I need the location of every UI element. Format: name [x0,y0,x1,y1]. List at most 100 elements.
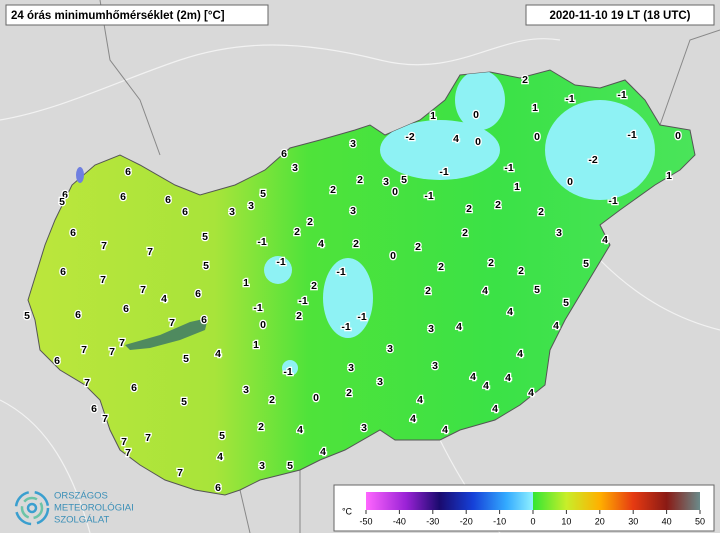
station-value: -1 [627,129,636,141]
station-value: 2 [311,280,317,292]
station-value: 3 [428,323,434,335]
station-value: 2 [269,394,275,406]
station-value: 5 [181,396,187,408]
station-value: 0 [390,250,396,262]
station-value: 4 [320,446,326,458]
station-value: 5 [203,260,209,272]
station-value: 0 [475,136,481,148]
station-value: 4 [483,380,489,392]
station-value: 5 [583,258,589,270]
station-value: 2 [353,238,359,250]
station-value: 2 [258,421,264,433]
station-value: 4 [456,321,462,333]
station-value: -1 [253,302,262,314]
station-value: 5 [202,231,208,243]
station-value: 1 [514,181,520,193]
station-value: -1 [336,266,345,278]
station-value: 3 [248,200,254,212]
station-value: 4 [505,372,511,384]
station-value: -1 [357,311,366,323]
station-value: 4 [217,451,223,463]
station-value: 6 [215,482,221,494]
logo-text: ORSZÁGOS [54,491,108,502]
station-value: 6 [182,206,188,218]
station-value: -1 [617,89,626,101]
station-value: 4 [297,424,303,436]
colorbar-tick-label: 0 [530,516,535,526]
station-value: 5 [401,174,407,186]
station-value: -1 [424,190,433,202]
station-value: -2 [588,154,597,166]
colorbar-tick-label: 50 [695,516,705,526]
colorbar-tick-label: -50 [359,516,372,526]
station-value: 4 [215,348,221,360]
station-value: 7 [119,337,125,349]
colorbar-tick-label: 10 [561,516,571,526]
station-value: 6 [195,288,201,300]
station-value: 6 [123,303,129,315]
station-value: 3 [348,362,354,374]
station-value: 4 [482,285,488,297]
station-value: 7 [84,377,90,389]
title: 24 órás minimumhőmérséklet (2m) [°C] [11,10,225,22]
station-value: 3 [361,422,367,434]
station-value: -1 [504,162,513,174]
station-value: 5 [219,430,225,442]
station-value: 6 [125,166,131,178]
station-value: 2 [462,227,468,239]
station-value: -1 [439,166,448,178]
station-value: 4 [318,238,324,250]
station-value: 2 [294,226,300,238]
station-value: 4 [507,306,513,318]
station-value: 5 [563,297,569,309]
logo-text: METEOROLÓGIAI [54,503,134,514]
colorbar-tick-label: -10 [493,516,506,526]
station-value: 2 [466,203,472,215]
station-value: 5 [59,196,65,208]
station-value: 3 [556,227,562,239]
station-value: 0 [313,392,319,404]
station-value: 6 [54,355,60,367]
station-value: 3 [383,176,389,188]
station-value: -1 [276,256,285,268]
colorbar [366,492,700,510]
station-value: 7 [81,344,87,356]
colorbar-ticks: -50 -40 -30 -20 -10 0 10 20 30 40 50 [359,510,705,526]
station-value: 2 [330,184,336,196]
station-value: 4 [442,424,448,436]
station-value: 6 [62,189,68,201]
station-value: 7 [169,317,175,329]
station-value: -1 [298,295,307,307]
station-value: 6 [165,194,171,206]
title-box [5,4,269,26]
station-value: 4 [417,394,423,406]
station-value: 4 [161,293,167,305]
station-value: 4 [517,348,523,360]
colorbar-tick-label: -40 [393,516,406,526]
station-value: 2 [538,206,544,218]
cold-areas [264,70,655,376]
station-value: 0 [392,186,398,198]
station-value: 6 [60,266,66,278]
station-value: 4 [492,403,498,415]
station-value: 2 [307,216,313,228]
colorbar-tick-label: -30 [426,516,439,526]
station-value: 3 [259,460,265,472]
station-value: 1 [430,110,436,122]
station-value: 3 [350,138,356,150]
station-value: -1 [565,93,574,105]
station-value: 1 [243,277,249,289]
station-value: 5 [260,188,266,200]
station-value: 2 [518,265,524,277]
station-value: 6 [91,403,97,415]
colorbar-tick-label: -20 [460,516,473,526]
timestamp: 2020-11-10 19 LT (18 UTC) [549,10,690,22]
country-borders [99,0,720,533]
lake-ferto [76,167,84,183]
station-value: 2 [346,387,352,399]
station-value: 6 [70,227,76,239]
station-value: 6 [201,314,207,326]
colorbar-tick-label: 40 [662,516,672,526]
station-value: 4 [553,320,559,332]
station-value: 6 [75,309,81,321]
